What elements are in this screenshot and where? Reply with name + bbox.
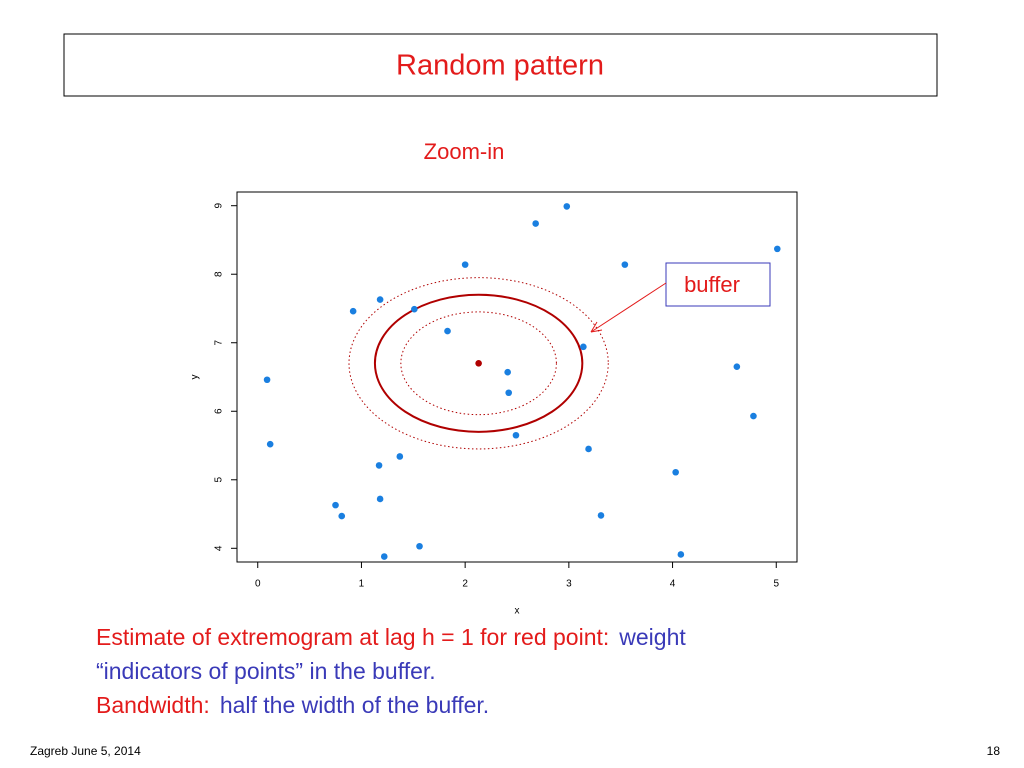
x-tick-label: 1 xyxy=(359,579,365,590)
body-line: Bandwidth: half the width of the buffer. xyxy=(96,692,489,718)
highlight-point xyxy=(475,359,482,367)
buffer-circle xyxy=(400,311,557,416)
point xyxy=(585,445,592,453)
chart-title: Zoom-in xyxy=(424,139,505,164)
page-number: 18 xyxy=(987,744,1001,758)
arrow-head xyxy=(590,321,603,333)
body-segment: Bandwidth: xyxy=(96,692,210,718)
body-line: “indicators of points” in the buffer. xyxy=(96,658,436,684)
y-tick-label: 5 xyxy=(214,477,225,483)
point xyxy=(504,368,511,376)
slide-title: Random pattern xyxy=(396,50,604,82)
footer: Zagreb June 5, 2014 xyxy=(30,744,141,758)
y-tick-label: 4 xyxy=(214,545,225,551)
body-line: Estimate of extremogram at lag h = 1 for… xyxy=(96,624,686,650)
plot-box xyxy=(236,191,798,563)
point xyxy=(338,512,346,520)
point xyxy=(677,551,685,558)
annotation-arrow xyxy=(590,282,667,333)
point xyxy=(380,553,388,560)
point xyxy=(532,220,539,227)
buffer-circle xyxy=(373,293,584,433)
point xyxy=(597,512,605,519)
point xyxy=(563,203,571,210)
body-segment: Estimate of extremogram at lag h = 1 for… xyxy=(96,624,609,650)
x-tick-label: 5 xyxy=(773,579,779,590)
point xyxy=(263,376,271,384)
body-segment: half the width of the buffer. xyxy=(220,692,489,718)
point xyxy=(376,296,384,303)
point xyxy=(512,431,520,439)
body-segment: weight xyxy=(618,624,686,650)
x-tick-label: 3 xyxy=(566,579,572,590)
title-box xyxy=(63,33,938,97)
point xyxy=(332,501,339,509)
buffer-circle xyxy=(348,277,609,450)
x-tick-label: 2 xyxy=(462,579,468,590)
y-tick-label: 6 xyxy=(214,408,225,414)
point xyxy=(444,327,451,335)
point xyxy=(375,462,383,469)
x-tick-label: 0 xyxy=(255,579,261,590)
annotation-box xyxy=(665,262,771,307)
point xyxy=(733,363,741,371)
y-tick-label: 9 xyxy=(214,202,225,208)
point xyxy=(580,343,587,351)
point xyxy=(376,495,384,503)
y-tick-label: 8 xyxy=(214,271,225,277)
point xyxy=(505,389,513,397)
annotation: buffer xyxy=(684,272,740,297)
point xyxy=(621,261,629,268)
body-segment: “indicators of points” in the buffer. xyxy=(96,658,436,684)
y-tick-label: 7 xyxy=(214,340,225,346)
point xyxy=(411,305,418,313)
point xyxy=(461,261,469,268)
point xyxy=(773,245,781,253)
y-axis-label: y xyxy=(190,375,201,380)
body-text: Estimate of extremogram at lag h = 1 for… xyxy=(96,624,686,718)
x-tick-label: 4 xyxy=(670,579,676,590)
point xyxy=(416,542,423,550)
point xyxy=(266,440,274,448)
point xyxy=(396,453,404,460)
point xyxy=(349,307,357,315)
x-axis-label: x xyxy=(515,606,520,617)
point xyxy=(672,468,679,476)
point xyxy=(750,412,757,420)
